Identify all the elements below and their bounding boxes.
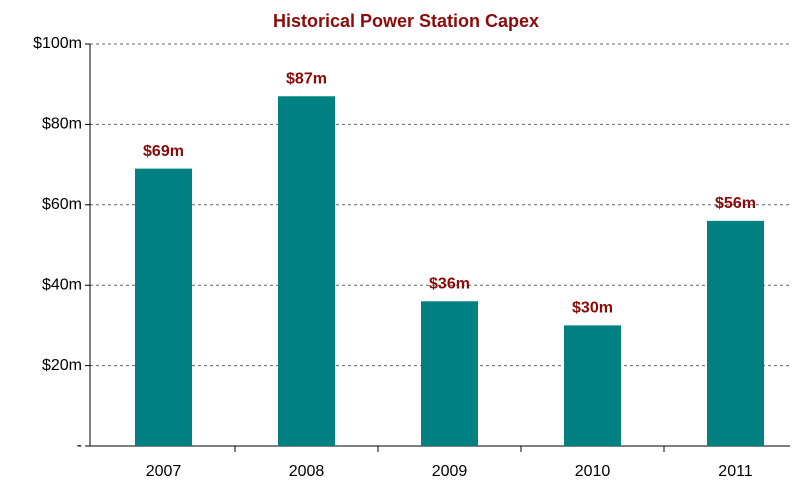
bar <box>135 168 192 446</box>
value-label: $87m <box>286 70 327 87</box>
x-tick-label: 2009 <box>432 463 468 480</box>
value-label: $30m <box>572 300 613 317</box>
value-label: $69m <box>143 143 184 160</box>
y-tick-label: $20m <box>42 357 82 374</box>
x-tick-label: 2008 <box>289 463 325 480</box>
bar <box>707 220 764 446</box>
value-label: $56m <box>715 195 756 212</box>
bar <box>421 301 478 446</box>
y-tick-label: $80m <box>42 116 82 133</box>
x-tick-label: 2011 <box>718 463 753 480</box>
y-tick-label: $40m <box>42 276 82 293</box>
y-tick-label: $60m <box>42 196 82 213</box>
y-tick-label: - <box>77 437 82 454</box>
bar <box>564 325 621 446</box>
chart-title: Historical Power Station Capex <box>273 11 539 31</box>
y-tick-label: $100m <box>33 35 82 52</box>
bar <box>278 96 335 446</box>
x-tick-label: 2010 <box>575 463 611 480</box>
value-label: $36m <box>429 275 470 292</box>
x-tick-label: 2007 <box>146 463 182 480</box>
